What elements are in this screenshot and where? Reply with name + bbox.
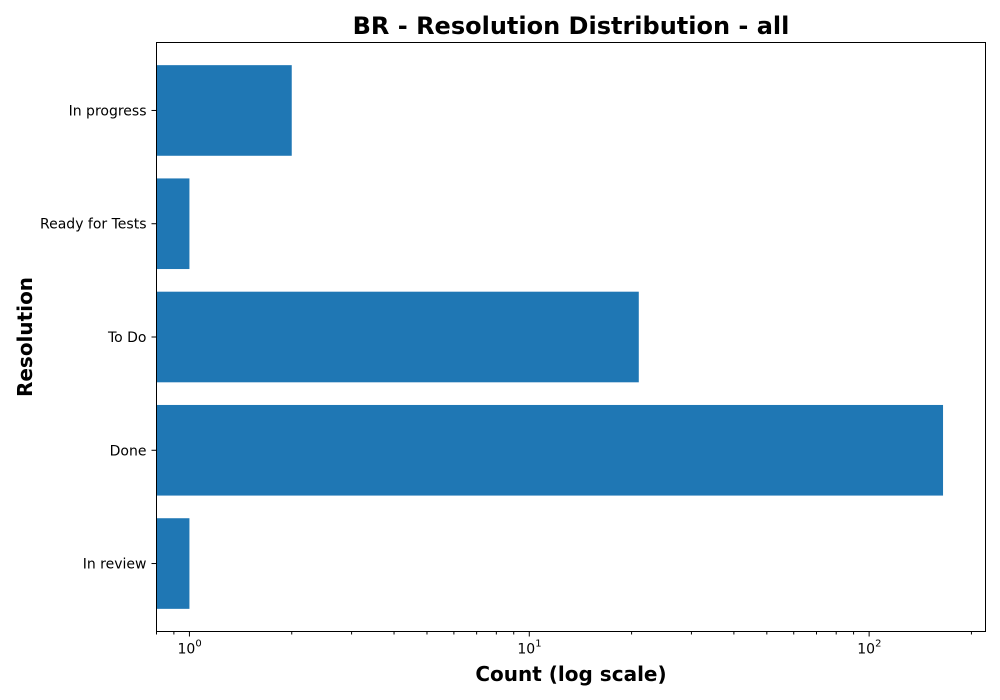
bar-in-progress <box>156 65 292 156</box>
bar-to-do <box>156 291 639 383</box>
y-tick-label: Done <box>110 443 147 459</box>
plot-frame <box>156 42 986 632</box>
x-tick-exponent: 0 <box>195 639 201 650</box>
y-tick-label: In review <box>83 557 147 573</box>
y-tick-label: To Do <box>107 330 147 346</box>
y-ticks-group: In progress Ready for Tests To Do Done In re… <box>40 103 157 573</box>
y-tick-label: Ready for Tests <box>40 217 146 233</box>
bar-ready-for-tests <box>156 178 190 270</box>
x-tick-exponent: 2 <box>875 639 881 650</box>
x-axis-label: Count (log scale) <box>475 662 666 686</box>
y-tick-label: In progress <box>69 103 147 119</box>
x-ticks-group: 10 0 10 1 10 2 <box>156 631 972 658</box>
x-tick-label: 10 <box>857 642 875 658</box>
x-tick-exponent: 1 <box>535 639 541 650</box>
bar-done <box>156 404 944 496</box>
chart-title: BR - Resolution Distribution - all <box>353 12 790 40</box>
x-tick-label: 10 <box>517 642 535 658</box>
y-axis-label: Resolution <box>13 277 37 397</box>
bars-group <box>156 65 944 609</box>
x-tick-label: 10 <box>178 642 196 658</box>
bar-in-review <box>156 518 190 609</box>
